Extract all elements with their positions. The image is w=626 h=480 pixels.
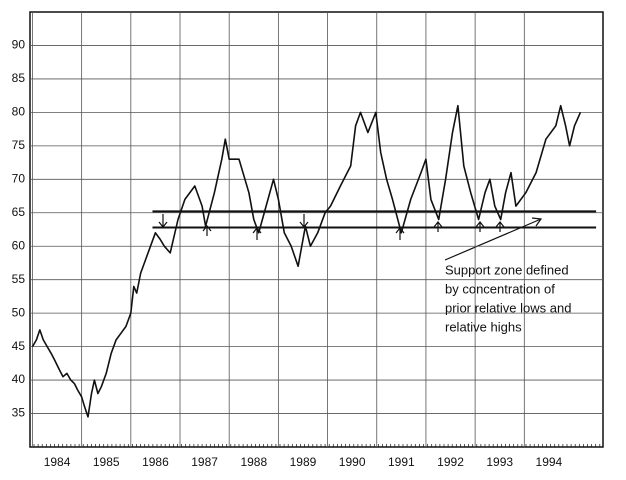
y-tick-label: 45 <box>12 339 26 353</box>
x-tick-label: 1991 <box>388 455 415 469</box>
y-tick-label: 65 <box>12 205 26 219</box>
annotation: prior relative lows and <box>445 300 571 315</box>
y-tick-label: 60 <box>12 238 26 252</box>
y-tick-label: 90 <box>12 38 26 52</box>
y-tick-label: 55 <box>12 272 26 286</box>
annotation: relative highs <box>445 319 522 334</box>
annotation: by concentration of <box>445 281 555 296</box>
y-tick-label: 70 <box>12 171 26 185</box>
x-tick-label: 1992 <box>437 455 464 469</box>
y-tick-label: 85 <box>12 71 26 85</box>
y-tick-label: 35 <box>12 406 26 420</box>
price-line <box>31 104 582 418</box>
y-tick-label: 40 <box>12 372 26 386</box>
x-tick-label: 1994 <box>536 455 563 469</box>
x-tick-label: 1988 <box>240 455 267 469</box>
x-tick-label: 1989 <box>290 455 317 469</box>
x-tick-label: 1984 <box>44 455 71 469</box>
plot-area <box>29 11 604 448</box>
annotation: Support zone defined <box>445 262 569 277</box>
support-arrows <box>158 214 543 261</box>
x-tick-label: 1987 <box>191 455 218 469</box>
x-tick-label: 1986 <box>142 455 169 469</box>
y-tick-label: 75 <box>12 138 26 152</box>
x-tick-label: 1990 <box>339 455 366 469</box>
x-tick-label: 1985 <box>93 455 120 469</box>
y-tick-label: 80 <box>12 105 26 119</box>
y-tick-label: 50 <box>12 305 26 319</box>
x-tick-label: 1993 <box>486 455 513 469</box>
